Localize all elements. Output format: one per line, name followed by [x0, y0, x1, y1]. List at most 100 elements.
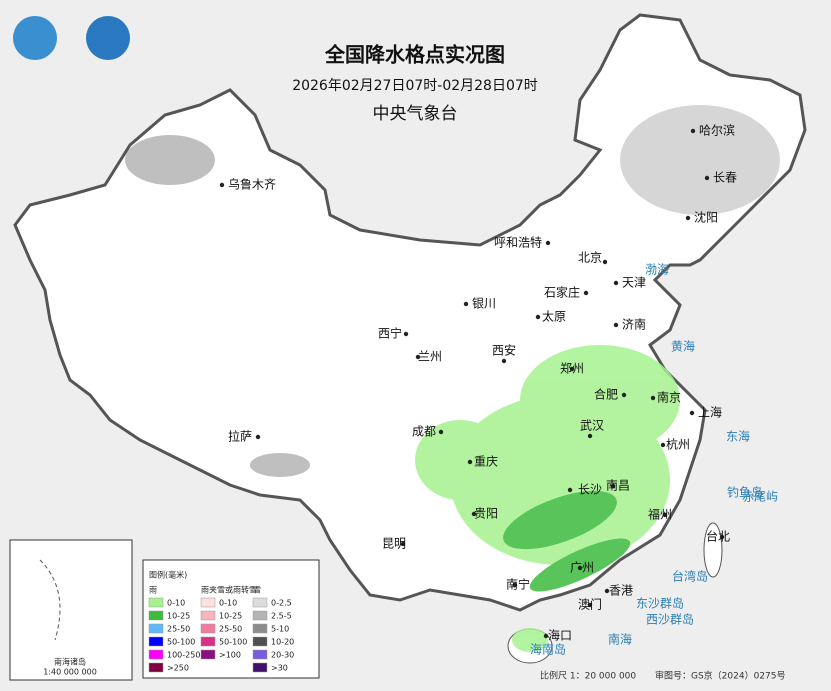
legend-item-label: >30: [271, 664, 288, 673]
legend-swatch: [252, 623, 268, 634]
legend-swatch: [252, 649, 268, 660]
legend-swatch: [200, 597, 216, 608]
city-label: 沈阳: [694, 210, 718, 225]
city-dot: [660, 442, 666, 448]
city-dot: [577, 565, 583, 571]
city-label: 上海: [698, 405, 722, 420]
rain-area: [529, 538, 631, 592]
sea-label: 东沙群岛: [636, 596, 684, 611]
legend-item-label: 2.5-5: [271, 612, 292, 621]
precip-patches: [125, 105, 780, 652]
legend-swatch: [252, 597, 268, 608]
legend-item-label: >100: [219, 651, 241, 660]
city-label: 福州: [648, 507, 672, 522]
rain-area: [512, 628, 548, 652]
legend-item-label: 20-30: [271, 651, 294, 660]
city-label: 银川: [472, 297, 496, 311]
sea-label: 赤尾屿: [742, 490, 778, 504]
rain-area: [415, 420, 505, 500]
agency: 中央气象台: [373, 104, 458, 124]
city-dot: [438, 429, 444, 435]
city-dot: [535, 314, 541, 320]
city-label: 广州: [570, 561, 594, 575]
city-label: 昆明: [382, 537, 406, 551]
legend-swatch: [200, 610, 216, 621]
legend-item-label: >250: [167, 664, 189, 673]
city-label: 成都: [412, 425, 436, 439]
city-dot: [650, 395, 656, 401]
city-label: 兰州: [418, 350, 442, 364]
footer-scale: 比例尺 1：20 000 000: [540, 670, 636, 682]
city-label: 石家庄: [544, 285, 580, 300]
city-label: 天津: [622, 276, 646, 290]
sea-label: 西沙群岛: [646, 612, 694, 627]
legend-swatch: [148, 662, 164, 673]
legend-swatch: [148, 597, 164, 608]
city-label: 重庆: [474, 455, 498, 469]
snow-area: [620, 105, 780, 215]
city-dot: [587, 602, 593, 608]
city-label: 澳门: [578, 597, 602, 612]
legend-swatch: [148, 649, 164, 660]
city-label: 海口: [548, 628, 572, 643]
legend-item-label: 50-100: [167, 638, 195, 647]
city-label: 哈尔滨: [699, 123, 735, 138]
city-dot: [567, 487, 573, 493]
legend-swatch: [200, 649, 216, 660]
sea-label: 台湾岛: [672, 569, 708, 584]
city-dot: [569, 366, 575, 372]
sea-label: 南海: [608, 632, 632, 647]
city-label: 太原: [542, 309, 566, 324]
sea-label: 渤海: [645, 262, 669, 277]
city-label: 武汉: [580, 419, 604, 433]
inset-scale: 1:40 000 000: [43, 668, 97, 677]
city-dot: [602, 259, 608, 265]
city-label: 济南: [622, 317, 646, 332]
legend-item-label: 0-10: [167, 599, 185, 608]
legend-group-label: 雪: [253, 586, 261, 595]
city-dot: [662, 512, 668, 518]
city-dot: [621, 392, 627, 398]
city-label: 郑州: [560, 361, 584, 376]
rain-area: [503, 490, 617, 550]
legend-swatch: [148, 610, 164, 621]
city-dot: [719, 534, 725, 540]
legend-item-label: 50-100: [219, 638, 247, 647]
city-label: 北京: [578, 251, 602, 265]
city-dot: [403, 331, 409, 337]
legend-swatch: [200, 636, 216, 647]
snow-area: [250, 453, 310, 477]
city-label: 长沙: [578, 483, 602, 497]
sea-label: 东海: [726, 429, 750, 444]
city-dot: [583, 290, 589, 296]
legend-item-label: 25-50: [219, 625, 242, 634]
city-label: 台北: [706, 529, 730, 544]
city-dot: [613, 280, 619, 286]
legend-item-label: 5-10: [271, 625, 289, 634]
city-dot: [704, 175, 710, 181]
legend-swatch: [148, 636, 164, 647]
city-dot: [471, 511, 477, 517]
city-dot: [415, 354, 421, 360]
footer-approval: 审图号：GS京（2024）0275号: [655, 670, 786, 682]
snow-area: [125, 135, 215, 185]
city-dot: [543, 633, 549, 639]
city-label: 呼和浩特: [494, 235, 542, 250]
city-label: 南宁: [506, 577, 530, 592]
city-dot: [690, 128, 696, 134]
city-dot: [501, 358, 507, 364]
city-dot: [689, 410, 695, 416]
city-dot: [512, 582, 518, 588]
inset-label: 南海诸岛: [54, 657, 86, 667]
city-label: 乌鲁木齐: [228, 177, 276, 192]
city-label: 西宁: [378, 326, 402, 341]
taiwan: [703, 522, 723, 578]
logo: [86, 16, 130, 60]
city-dot: [610, 483, 616, 489]
date: 2026年02月27日07时-02月28日07时: [292, 78, 538, 94]
city-dot: [219, 182, 225, 188]
legend-swatch: [252, 636, 268, 647]
